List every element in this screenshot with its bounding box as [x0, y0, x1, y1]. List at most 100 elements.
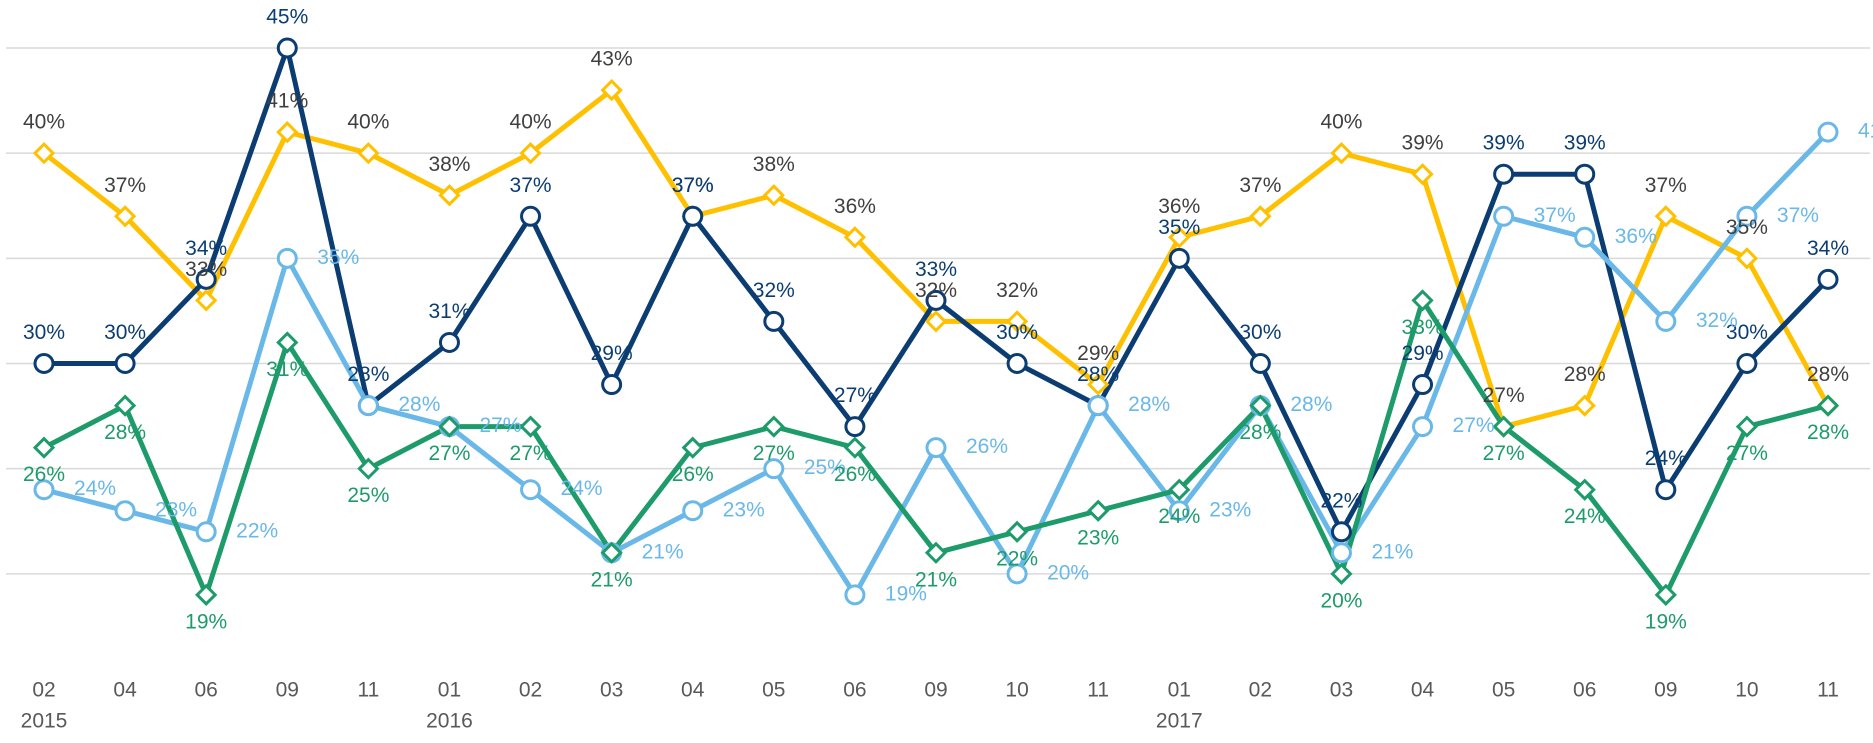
marker — [1655, 310, 1677, 332]
data-label: 39% — [1564, 132, 1606, 155]
x-tick-label: 11 — [1817, 679, 1839, 702]
x-tick-label: 09 — [1654, 679, 1677, 702]
data-label: 29% — [1077, 342, 1119, 365]
marker — [1168, 247, 1190, 269]
data-label: 37% — [1645, 174, 1687, 197]
data-label: 32% — [996, 279, 1038, 302]
marker — [1087, 499, 1110, 522]
data-label: 28% — [1077, 363, 1119, 386]
data-label: 30% — [23, 321, 65, 344]
marker — [1330, 142, 1353, 165]
marker — [113, 394, 137, 417]
marker — [1330, 521, 1352, 543]
marker — [520, 205, 542, 227]
data-label: 30% — [104, 321, 146, 344]
data-label: 23% — [155, 498, 197, 521]
data-label: 30% — [996, 321, 1038, 344]
marker — [114, 500, 136, 522]
marker — [1168, 478, 1191, 501]
data-label: 34% — [1807, 237, 1849, 260]
data-label: 32% — [753, 279, 795, 302]
marker — [1087, 373, 1110, 396]
marker — [924, 541, 948, 564]
data-label: 32% — [1696, 309, 1738, 332]
marker — [924, 310, 948, 333]
data-label: 37% — [1534, 204, 1576, 227]
marker — [357, 457, 380, 480]
x-tick-label: 01 — [438, 679, 461, 702]
marker — [1817, 268, 1839, 290]
data-label: 35% — [1158, 216, 1200, 239]
marker — [1735, 247, 1759, 270]
marker — [195, 268, 217, 290]
data-label: 23% — [1077, 526, 1119, 549]
marker — [519, 142, 542, 165]
data-label: 39% — [1402, 132, 1444, 155]
marker — [276, 247, 298, 269]
marker — [844, 416, 866, 438]
data-label: 27% — [753, 442, 795, 465]
data-label: 26% — [672, 463, 714, 486]
marker — [1735, 415, 1759, 438]
marker — [1816, 394, 1840, 417]
marker — [1573, 394, 1596, 417]
data-label: 25% — [804, 456, 846, 479]
data-label: 26% — [834, 463, 876, 486]
marker — [600, 541, 623, 564]
data-label: 33% — [915, 258, 957, 281]
x-tick-label: 09 — [924, 679, 947, 702]
data-label: 45% — [266, 6, 308, 29]
data-label: 35% — [1726, 216, 1768, 239]
marker — [763, 310, 785, 332]
data-label: 36% — [1615, 225, 1657, 248]
marker — [1411, 289, 1434, 312]
data-label: 28% — [1128, 393, 1170, 416]
marker — [1493, 205, 1515, 227]
marker — [1573, 478, 1596, 501]
marker — [33, 353, 55, 374]
x-year-label: 2015 — [21, 710, 68, 733]
data-label: 33% — [1402, 316, 1444, 339]
marker — [1654, 205, 1677, 228]
marker — [113, 205, 137, 228]
marker — [1249, 394, 1272, 417]
marker — [1574, 226, 1596, 248]
marker — [1817, 121, 1839, 143]
data-label: 36% — [834, 195, 876, 218]
data-label: 28% — [1290, 393, 1332, 416]
data-label: 30% — [1726, 321, 1768, 344]
marker — [762, 415, 785, 438]
marker — [1005, 310, 1029, 333]
marker — [1249, 205, 1272, 228]
data-label: 31% — [428, 300, 470, 323]
data-label: 24% — [74, 477, 116, 500]
value-labels: 40% 37% 33% 41% 40% 38% 40% 43% 37% 38% 36% 32% 32% 2… — [23, 6, 1873, 634]
data-label: 37% — [1239, 174, 1281, 197]
x-tick-label: 06 — [843, 679, 866, 702]
marker — [1249, 353, 1271, 374]
data-label: 40% — [510, 111, 552, 134]
data-label: 21% — [915, 568, 957, 591]
x-year-label: 2016 — [426, 710, 473, 733]
marker — [1168, 226, 1191, 249]
data-label: 22% — [996, 547, 1038, 570]
data-label: 31% — [266, 358, 308, 381]
data-label: 43% — [591, 48, 633, 71]
data-label: 29% — [591, 342, 633, 365]
data-label: 23% — [1209, 498, 1251, 521]
marker — [844, 584, 866, 606]
marker — [195, 583, 218, 606]
marker — [33, 479, 55, 501]
marker — [1412, 416, 1434, 438]
x-tick-label: 04 — [1411, 679, 1435, 702]
data-label: 40% — [1320, 111, 1362, 134]
marker — [925, 437, 947, 459]
x-tick-label: 10 — [1735, 679, 1758, 702]
marker — [520, 479, 542, 501]
data-label: 23% — [723, 498, 765, 521]
data-label: 29% — [1402, 342, 1444, 365]
data-label: 28% — [1807, 363, 1849, 386]
data-label: 28% — [347, 363, 389, 386]
marker — [681, 436, 704, 459]
data-label: 26% — [966, 435, 1008, 458]
